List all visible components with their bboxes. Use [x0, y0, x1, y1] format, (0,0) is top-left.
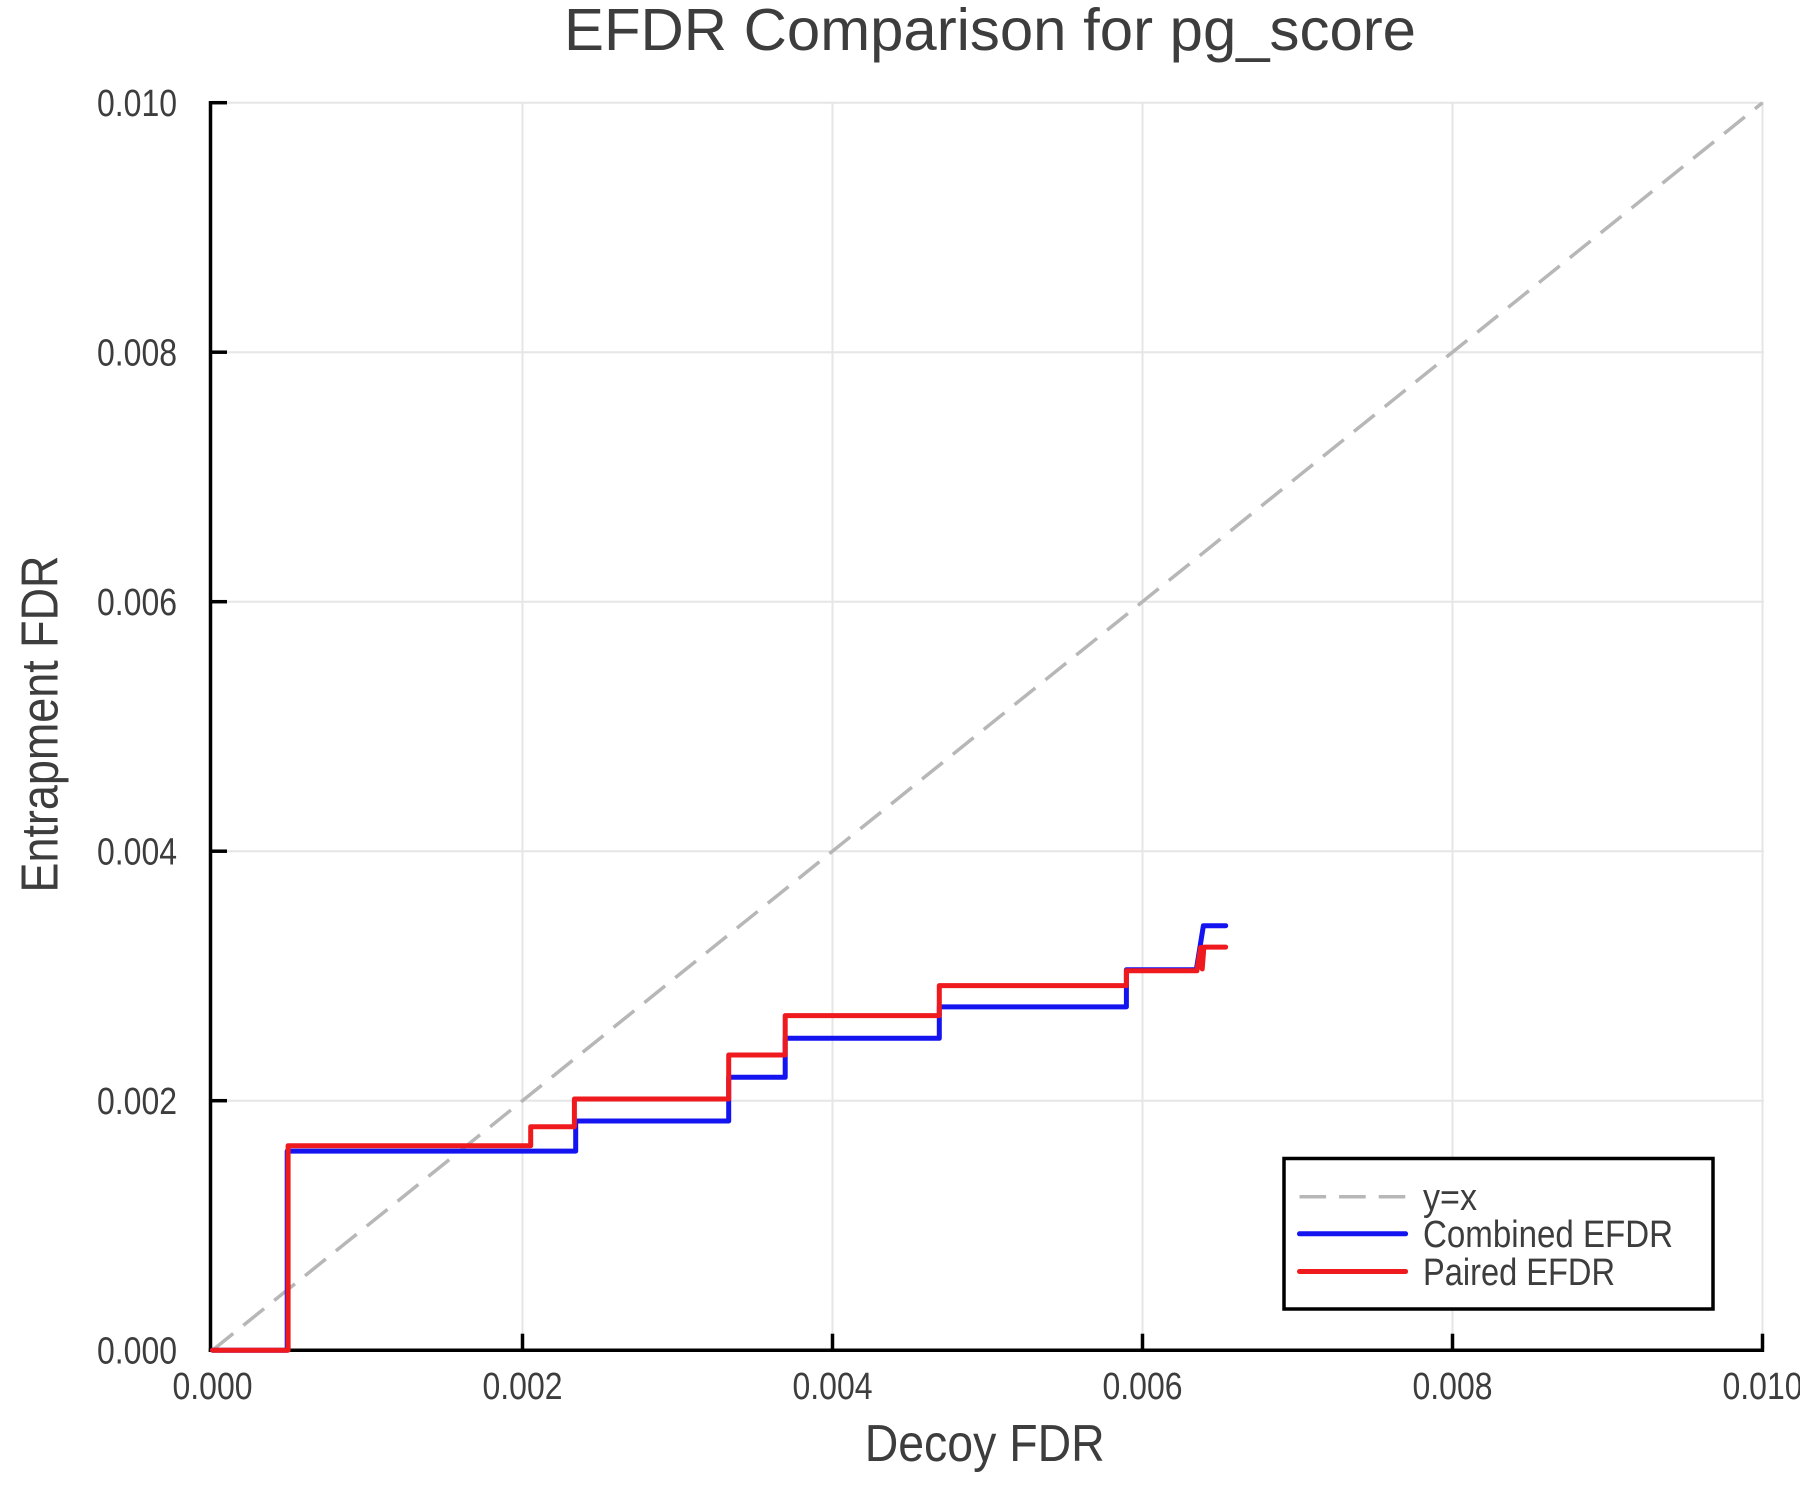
svg-text:0.004: 0.004: [97, 832, 177, 874]
svg-text:Paired EFDR: Paired EFDR: [1423, 1252, 1615, 1294]
svg-text:0.006: 0.006: [97, 582, 177, 624]
svg-text:Combined EFDR: Combined EFDR: [1423, 1214, 1673, 1256]
svg-text:0.002: 0.002: [483, 1366, 563, 1408]
svg-text:0.010: 0.010: [97, 83, 177, 125]
svg-text:0.000: 0.000: [173, 1366, 253, 1408]
svg-text:0.000: 0.000: [97, 1331, 177, 1373]
svg-text:0.008: 0.008: [97, 333, 177, 375]
svg-text:Decoy FDR: Decoy FDR: [865, 1415, 1105, 1473]
svg-text:Entrapment FDR: Entrapment FDR: [12, 556, 70, 893]
svg-text:EFDR Comparison for pg_score: EFDR Comparison for pg_score: [564, 0, 1416, 63]
svg-text:0.008: 0.008: [1413, 1366, 1493, 1408]
svg-text:0.004: 0.004: [793, 1366, 873, 1408]
svg-text:0.010: 0.010: [1723, 1366, 1800, 1408]
svg-text:y=x: y=x: [1423, 1177, 1477, 1219]
svg-text:0.006: 0.006: [1103, 1366, 1183, 1408]
svg-text:0.002: 0.002: [97, 1081, 177, 1123]
